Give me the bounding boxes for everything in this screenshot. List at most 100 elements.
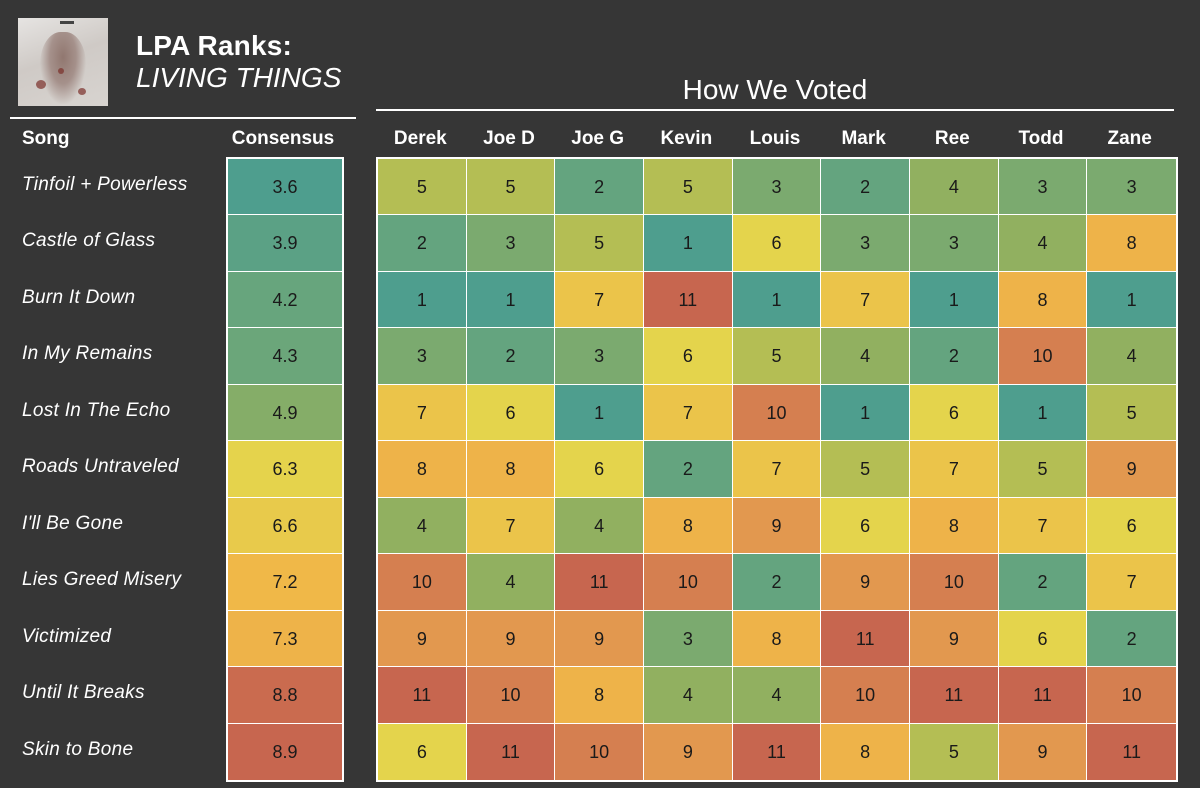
vote-cell: 4 [644, 667, 733, 724]
vote-cell: 11 [378, 667, 467, 724]
song-label: Tinfoil + Powerless [22, 174, 188, 195]
consensus-cell: 4.3 [228, 328, 342, 385]
vote-cell: 4 [910, 159, 999, 216]
consensus-cell: 8.9 [228, 723, 342, 780]
vote-cell: 2 [466, 328, 556, 385]
vote-cell: 8 [998, 271, 1088, 329]
voter-header-mark: Mark [841, 128, 886, 149]
voter-header-joe-d: Joe D [483, 128, 535, 149]
vote-cell: 10 [998, 328, 1088, 385]
vote-cell: 8 [644, 497, 733, 555]
vote-cell: 3 [910, 215, 999, 272]
vote-cell: 10 [644, 554, 733, 611]
vote-cell: 6 [378, 723, 467, 780]
vote-cell: 7 [378, 384, 467, 442]
song-label: Until It Breaks [22, 682, 145, 704]
votes-title: How We Voted [682, 74, 868, 105]
vote-cell: 9 [910, 610, 999, 668]
vote-cell: 1 [732, 271, 822, 329]
voter-header-louis: Louis [749, 128, 801, 149]
vote-cell: 9 [1087, 441, 1176, 498]
vote-cell: 6 [732, 215, 822, 272]
voter-header-ree: Ree [934, 128, 970, 149]
vote-cell: 7 [644, 384, 733, 442]
vote-cell: 7 [821, 271, 910, 329]
song-label: Roads Untraveled [22, 456, 179, 478]
song-column-header: Song [22, 128, 70, 149]
album-title: LIVING THINGS [136, 62, 342, 93]
vote-cell: 1 [1087, 271, 1176, 329]
vote-cell: 10 [910, 554, 999, 611]
vote-cell: 1 [644, 215, 733, 272]
voter-header-zane: Zane [1107, 128, 1152, 149]
vote-cell: 11 [555, 554, 644, 611]
vote-cell: 1 [821, 384, 910, 442]
vote-cell: 2 [821, 159, 910, 216]
vote-cell: 9 [732, 497, 822, 555]
vote-cell: 4 [998, 215, 1088, 272]
vote-cell: 3 [466, 215, 556, 272]
vote-cell: 2 [378, 215, 467, 272]
vote-cell: 3 [732, 159, 822, 216]
song-label: Skin to Bone [22, 738, 134, 760]
votes-grid: 5 5 2 5 3 2 4 3 3 2 3 5 1 6 3 3 4 8 1 1 7 11 1 7 1 8 1 3 2 3 6 5 4 2 10 4 7 6… [376, 157, 1178, 782]
vote-cell: 5 [555, 215, 644, 272]
vote-cell: 6 [1087, 497, 1176, 555]
vote-cell: 2 [644, 441, 733, 498]
vote-cell: 3 [555, 328, 644, 385]
vote-cell: 4 [378, 497, 467, 555]
vote-cell: 5 [466, 159, 556, 216]
vote-cell: 9 [555, 610, 644, 668]
vote-cell: 10 [732, 384, 822, 442]
song-label: I'll Be Gone [22, 512, 124, 534]
song-label: Victimized [22, 625, 112, 647]
vote-cell: 10 [555, 723, 644, 780]
vote-cell: 1 [910, 271, 999, 329]
song-label: Castle of Glass [22, 230, 156, 252]
vote-cell: 1 [998, 384, 1088, 442]
vote-cell: 11 [998, 667, 1088, 724]
vote-cell: 8 [821, 723, 910, 780]
vote-cell: 5 [998, 441, 1088, 498]
vote-cell: 3 [644, 610, 733, 668]
vote-cell: 2 [910, 328, 999, 385]
vote-cell: 6 [998, 610, 1088, 668]
vote-cell: 4 [466, 554, 556, 611]
divider-right [376, 109, 1174, 111]
consensus-cell: 6.6 [228, 497, 342, 555]
vote-cell: 11 [466, 723, 556, 780]
vote-cell: 6 [555, 441, 644, 498]
vote-cell: 8 [732, 610, 822, 668]
vote-cell: 8 [378, 441, 467, 498]
vote-cell: 3 [1087, 159, 1176, 216]
vote-cell: 2 [732, 554, 822, 611]
song-label: Lost In The Echo [22, 399, 171, 421]
vote-cell: 1 [466, 271, 556, 329]
song-label: Burn It Down [22, 286, 136, 308]
page-title: LPA Ranks: [136, 30, 293, 61]
vote-cell: 5 [1087, 384, 1176, 442]
vote-cell: 10 [1087, 667, 1176, 724]
vote-cell: 7 [910, 441, 999, 498]
vote-cell: 2 [555, 159, 644, 216]
voter-header-derek: Derek [393, 128, 447, 149]
consensus-cell: 8.8 [228, 667, 342, 724]
vote-cell: 5 [910, 723, 999, 780]
consensus-cell: 3.9 [228, 215, 342, 272]
consensus-column-header: Consensus [231, 128, 335, 149]
song-label: Lies Greed Misery [22, 569, 182, 591]
vote-cell: 1 [555, 384, 644, 442]
vote-cell: 11 [910, 667, 999, 724]
vote-cell: 9 [466, 610, 556, 668]
vote-cell: 7 [998, 497, 1088, 555]
consensus-cell: 4.9 [228, 384, 342, 442]
vote-cell: 11 [732, 723, 822, 780]
vote-cell: 8 [910, 497, 999, 555]
consensus-column: 3.6 3.9 4.2 4.3 4.9 6.3 6.6 7.2 7.3 8.8 8.9 [226, 157, 344, 782]
consensus-cell: 3.6 [228, 159, 342, 216]
vote-cell: 4 [821, 328, 910, 385]
consensus-cell: 7.2 [228, 554, 342, 611]
vote-cell: 3 [378, 328, 467, 385]
vote-cell: 9 [378, 610, 467, 668]
divider-left [10, 117, 356, 119]
